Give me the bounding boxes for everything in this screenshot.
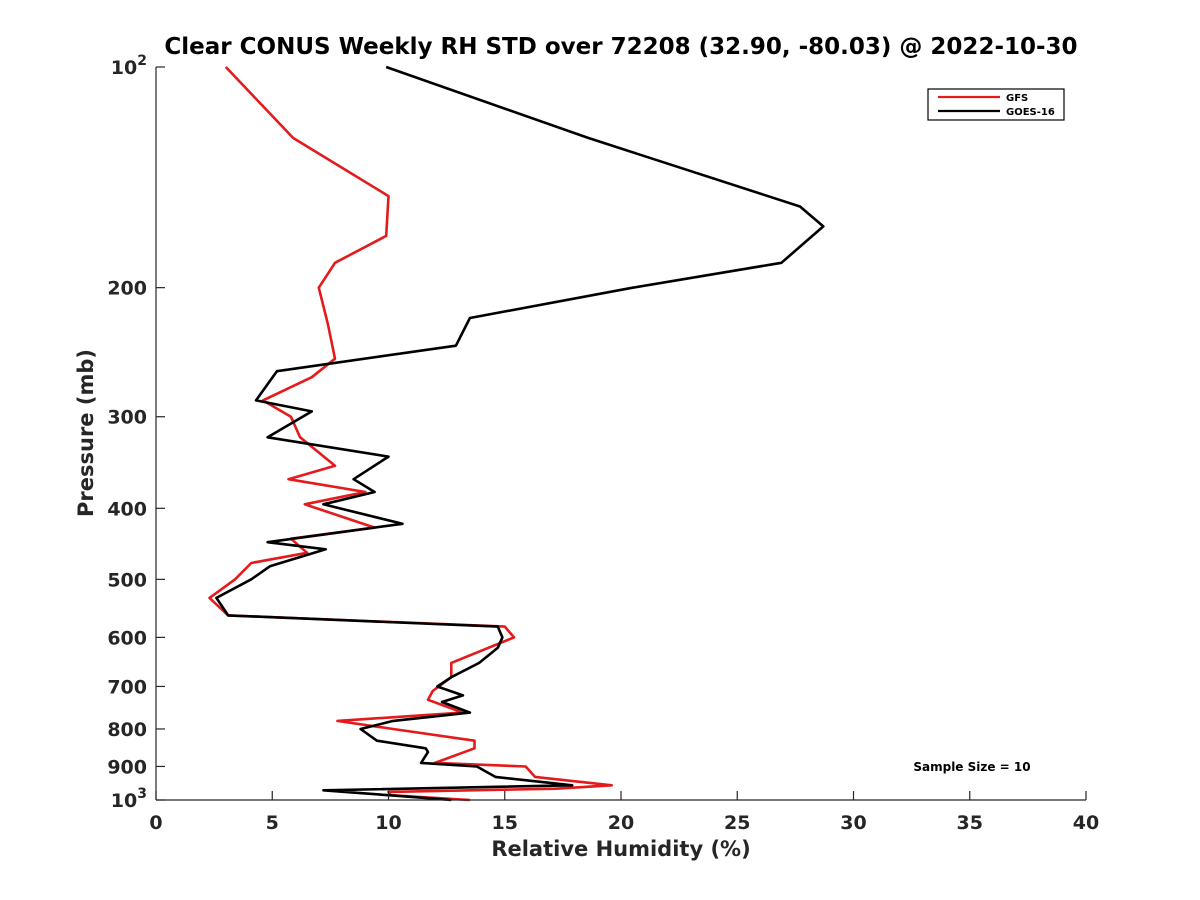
y-tick-label: 300 [107, 407, 147, 429]
x-tick-label: 10 [375, 812, 401, 834]
series-line-goes-16 [215, 65, 825, 802]
chart-title: Clear CONUS Weekly RH STD over 72208 (32… [164, 34, 1077, 60]
x-tick-label: 35 [957, 812, 983, 834]
x-tick-label: 5 [266, 812, 279, 834]
legend-box [927, 88, 1065, 121]
y-tick-label: 103 [111, 786, 147, 812]
y-tick-label: 700 [107, 676, 147, 698]
x-tick-label: 15 [492, 812, 518, 834]
y-ticks: 102 200 300 400 500 600 700 800 900 103 [107, 53, 165, 812]
legend-label-gfs: GFS [1006, 93, 1028, 104]
x-axis-label: Relative Humidity (%) [491, 837, 750, 861]
series-layer [208, 65, 825, 802]
x-ticks: 0 5 10 15 20 25 30 35 40 [149, 791, 1099, 834]
y-tick-label: 600 [107, 627, 147, 649]
x-tick-label: 30 [840, 812, 866, 834]
plot-area [156, 67, 1086, 800]
legend-label-goes-16: GOES-16 [1006, 107, 1055, 118]
x-tick-label: 0 [149, 812, 162, 834]
y-tick-label: 102 [111, 53, 147, 79]
y-tick-label: 200 [107, 278, 147, 300]
legend: GFS GOES-16 [927, 88, 1065, 121]
y-tick-label: 400 [107, 498, 147, 520]
sample-size-annotation: Sample Size = 10 [913, 760, 1030, 774]
y-axis-label: Pressure (mb) [74, 349, 98, 517]
y-tick-label: 900 [107, 756, 147, 778]
x-tick-label: 20 [608, 812, 634, 834]
x-tick-label: 40 [1073, 812, 1099, 834]
y-tick-label: 800 [107, 719, 147, 741]
y-tick-label: 500 [107, 569, 147, 591]
x-tick-label: 25 [724, 812, 750, 834]
